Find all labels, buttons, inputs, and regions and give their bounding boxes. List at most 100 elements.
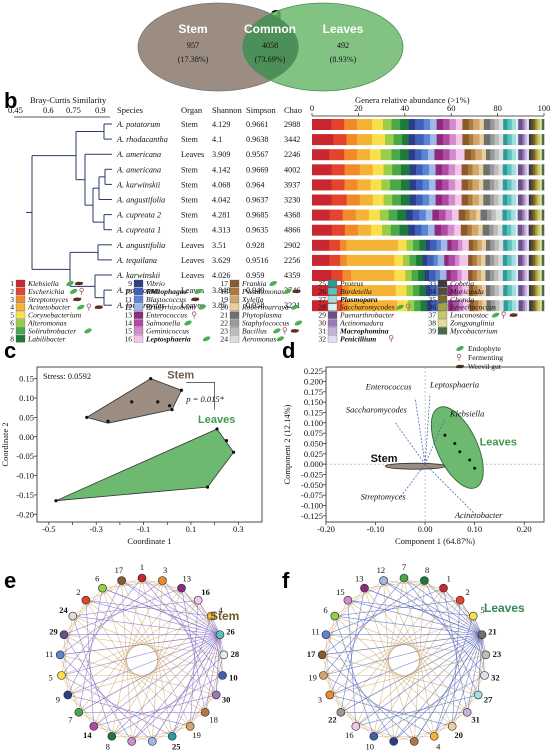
bar-segment-phytoplasma bbox=[486, 239, 491, 251]
bar-segment-penicillium bbox=[526, 119, 530, 130]
bar-segment-staphylococcus bbox=[490, 239, 495, 251]
network-node-label: 10 bbox=[229, 672, 238, 682]
legend-swatch bbox=[15, 303, 26, 311]
nmds-y-tick: -0.15 bbox=[16, 490, 34, 500]
bar-segment-paenarthrobacter bbox=[517, 224, 523, 236]
simpson-cell: 0.9638 bbox=[246, 135, 269, 144]
species-cell: A. cupreata 1 bbox=[116, 226, 161, 235]
network-edge bbox=[141, 577, 221, 635]
pca-loading-label: Streptomyces bbox=[361, 491, 407, 501]
legend-number: 16 bbox=[124, 334, 132, 343]
legend-genus-name: Enterococcus bbox=[145, 311, 187, 320]
network-node-label: 16 bbox=[201, 587, 210, 597]
legend-swatch bbox=[437, 319, 448, 327]
network-edge bbox=[141, 577, 173, 737]
network-node-label: 19 bbox=[308, 672, 317, 682]
bar-segment-cobetia bbox=[528, 134, 532, 146]
legend-swatch bbox=[327, 279, 338, 288]
bar-segment-streptomyces bbox=[346, 134, 358, 146]
bar-segment-pseudomonas bbox=[468, 119, 474, 130]
bar-segment-synechococcus bbox=[535, 300, 538, 312]
bar-segment-aeromonas bbox=[495, 209, 503, 221]
bar-segment-labilibacter bbox=[400, 149, 409, 161]
bar-segment-streptomyces bbox=[344, 179, 358, 191]
network-edge bbox=[93, 634, 221, 727]
bar-segment-bacillus bbox=[494, 285, 500, 297]
bar-segment-alteromonas bbox=[406, 239, 414, 251]
legend-genus-name: Plasmopara bbox=[340, 295, 378, 304]
abundance-tick: 0 bbox=[310, 103, 314, 113]
legend-genus-name: Leuconostoc bbox=[449, 311, 489, 320]
bar-segment-bradyrhizobium bbox=[439, 270, 447, 281]
bar-segment-acinetobacter bbox=[357, 179, 371, 191]
endophyte-icon bbox=[194, 288, 202, 294]
network-node-label: 7 bbox=[402, 562, 406, 572]
pca-y-tick: 0.050 bbox=[304, 438, 323, 448]
bar-segment-frankia bbox=[461, 179, 469, 191]
bar-segment-pseudomonas bbox=[468, 134, 474, 146]
bar-segment-rhizophagus bbox=[416, 179, 423, 191]
legend-number: 18 bbox=[220, 287, 228, 296]
bar-segment-pseudomonas bbox=[473, 239, 478, 251]
bar-segment-staphylococcus bbox=[489, 164, 495, 176]
bar-segment-mycobacterium bbox=[541, 224, 545, 236]
bar-segment-bacillus bbox=[493, 224, 499, 236]
bar-segment-xylella bbox=[469, 209, 477, 221]
bar-segment-proteus bbox=[502, 224, 508, 236]
bar-segment-robertmurraya bbox=[479, 119, 485, 130]
bar-segment-muricauda bbox=[531, 239, 534, 251]
venn-panel: a Stem 957 (17.38%) Common 4058 (73.69%)… bbox=[137, 2, 404, 92]
bar-segment-cobetia bbox=[528, 209, 532, 221]
network-node-label: 6 bbox=[323, 605, 327, 615]
bar-segment-salmonella bbox=[442, 179, 449, 191]
network-edge bbox=[329, 580, 384, 696]
legend-swatch bbox=[327, 319, 338, 327]
simpson-cell: 0.9637 bbox=[246, 196, 269, 205]
bar-segment-leuconostoc bbox=[537, 300, 541, 312]
network-edge bbox=[78, 634, 221, 713]
endophyte-icon bbox=[276, 336, 285, 342]
legend-genus-name: Klebsiella bbox=[27, 279, 59, 288]
network-edge bbox=[111, 675, 223, 737]
organ-cell: Leaves bbox=[181, 241, 204, 250]
nmds-point bbox=[179, 388, 184, 392]
legend-swatch bbox=[437, 295, 448, 303]
network-edge bbox=[383, 580, 395, 742]
legend-number: 3 bbox=[10, 295, 14, 304]
nmds-point bbox=[170, 408, 174, 412]
bar-segment-penicillium bbox=[526, 149, 530, 161]
bar-segment-salmonella bbox=[451, 239, 459, 251]
fermenting-icon bbox=[501, 311, 506, 316]
network-edge bbox=[325, 587, 365, 635]
col-organ: Organ bbox=[181, 105, 203, 115]
bar-segment-cobetia bbox=[529, 300, 532, 312]
bar-segment-chonda bbox=[533, 285, 536, 297]
network-node-label: 4 bbox=[436, 741, 441, 750]
nmds-y-tick: 0.10 bbox=[19, 393, 34, 403]
network-edge bbox=[63, 587, 182, 635]
bar-segment-vibrio bbox=[425, 239, 431, 251]
network-edge bbox=[364, 588, 415, 742]
bar-segment-paenarthrobacter bbox=[517, 254, 523, 266]
network-node bbox=[319, 671, 328, 680]
bar-segment-phytoplasma bbox=[486, 285, 491, 297]
chao-cell: 3230 bbox=[284, 196, 300, 205]
abundance-tick: 100 bbox=[538, 103, 550, 113]
network-node-label: 5 bbox=[49, 672, 53, 682]
bar-segment-cobetia bbox=[528, 254, 532, 266]
legend-number: 22 bbox=[220, 319, 228, 328]
bar-segment-alteromonas bbox=[382, 224, 392, 236]
bar-segment-frankia bbox=[458, 209, 466, 221]
network-node bbox=[429, 731, 439, 741]
bar-segment-enterococcus bbox=[446, 270, 452, 281]
legend-genus-name: Escherichia bbox=[27, 287, 64, 296]
network-edge bbox=[334, 599, 461, 617]
bar-segment-chonda bbox=[533, 270, 536, 281]
bar-segment-macrophomina bbox=[524, 209, 527, 221]
nmds-x-tick: -0.1 bbox=[137, 524, 150, 534]
legend-genus-name: Chonda bbox=[450, 295, 474, 304]
network-title: Leaves bbox=[484, 601, 525, 615]
bar-segment-corynebacterium bbox=[397, 239, 407, 251]
endophyte-icon bbox=[269, 281, 277, 286]
bar-segment-geminicoccus bbox=[449, 149, 457, 161]
